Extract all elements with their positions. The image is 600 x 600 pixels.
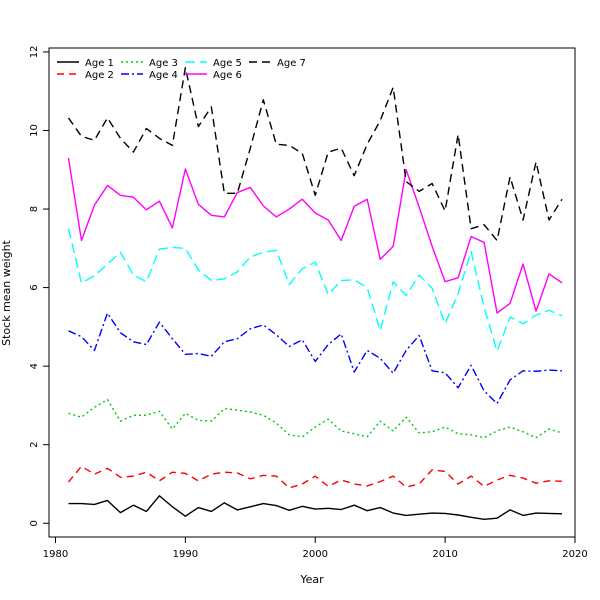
series-line-age-4	[68, 312, 563, 405]
y-tick-label: 12	[29, 46, 40, 59]
x-tick-label: 2000	[303, 549, 328, 560]
x-tick-label: 2010	[432, 549, 457, 560]
x-tick-label: 2020	[562, 549, 587, 560]
legend-label: Age 5	[213, 58, 242, 69]
y-tick-label: 0	[29, 520, 40, 526]
y-axis-label: Stock mean weight	[0, 239, 13, 345]
x-tick-label: 1980	[43, 549, 68, 560]
series-line-age-6	[67, 157, 563, 314]
legend-label: Age 6	[213, 70, 242, 81]
x-tick-label: 1990	[173, 549, 198, 560]
x-axis: 1980 1990 2000 2010 2020	[43, 537, 588, 560]
series-line-age-1	[68, 495, 563, 521]
series-line-age-3	[68, 398, 563, 439]
series-line-age-2	[67, 465, 563, 489]
plot-frame	[48, 47, 576, 538]
y-tick-label: 8	[29, 206, 40, 212]
y-tick-label: 10	[29, 124, 40, 137]
legend-label: Age 3	[149, 58, 178, 69]
y-tick-label: 2	[29, 442, 40, 448]
legend-label: Age 1	[85, 58, 114, 69]
x-axis-label: Year	[299, 573, 324, 586]
legend-label: Age 7	[277, 58, 306, 69]
series-layer	[67, 66, 563, 521]
y-axis: 0 2 4 6 8 10 12	[29, 46, 49, 526]
legend-label: Age 2	[85, 70, 114, 81]
legend-label: Age 4	[149, 70, 178, 81]
y-tick-label: 6	[29, 284, 40, 290]
series-line-age-7	[67, 66, 563, 242]
series-line-age-5	[67, 228, 563, 352]
y-tick-label: 4	[29, 363, 40, 369]
